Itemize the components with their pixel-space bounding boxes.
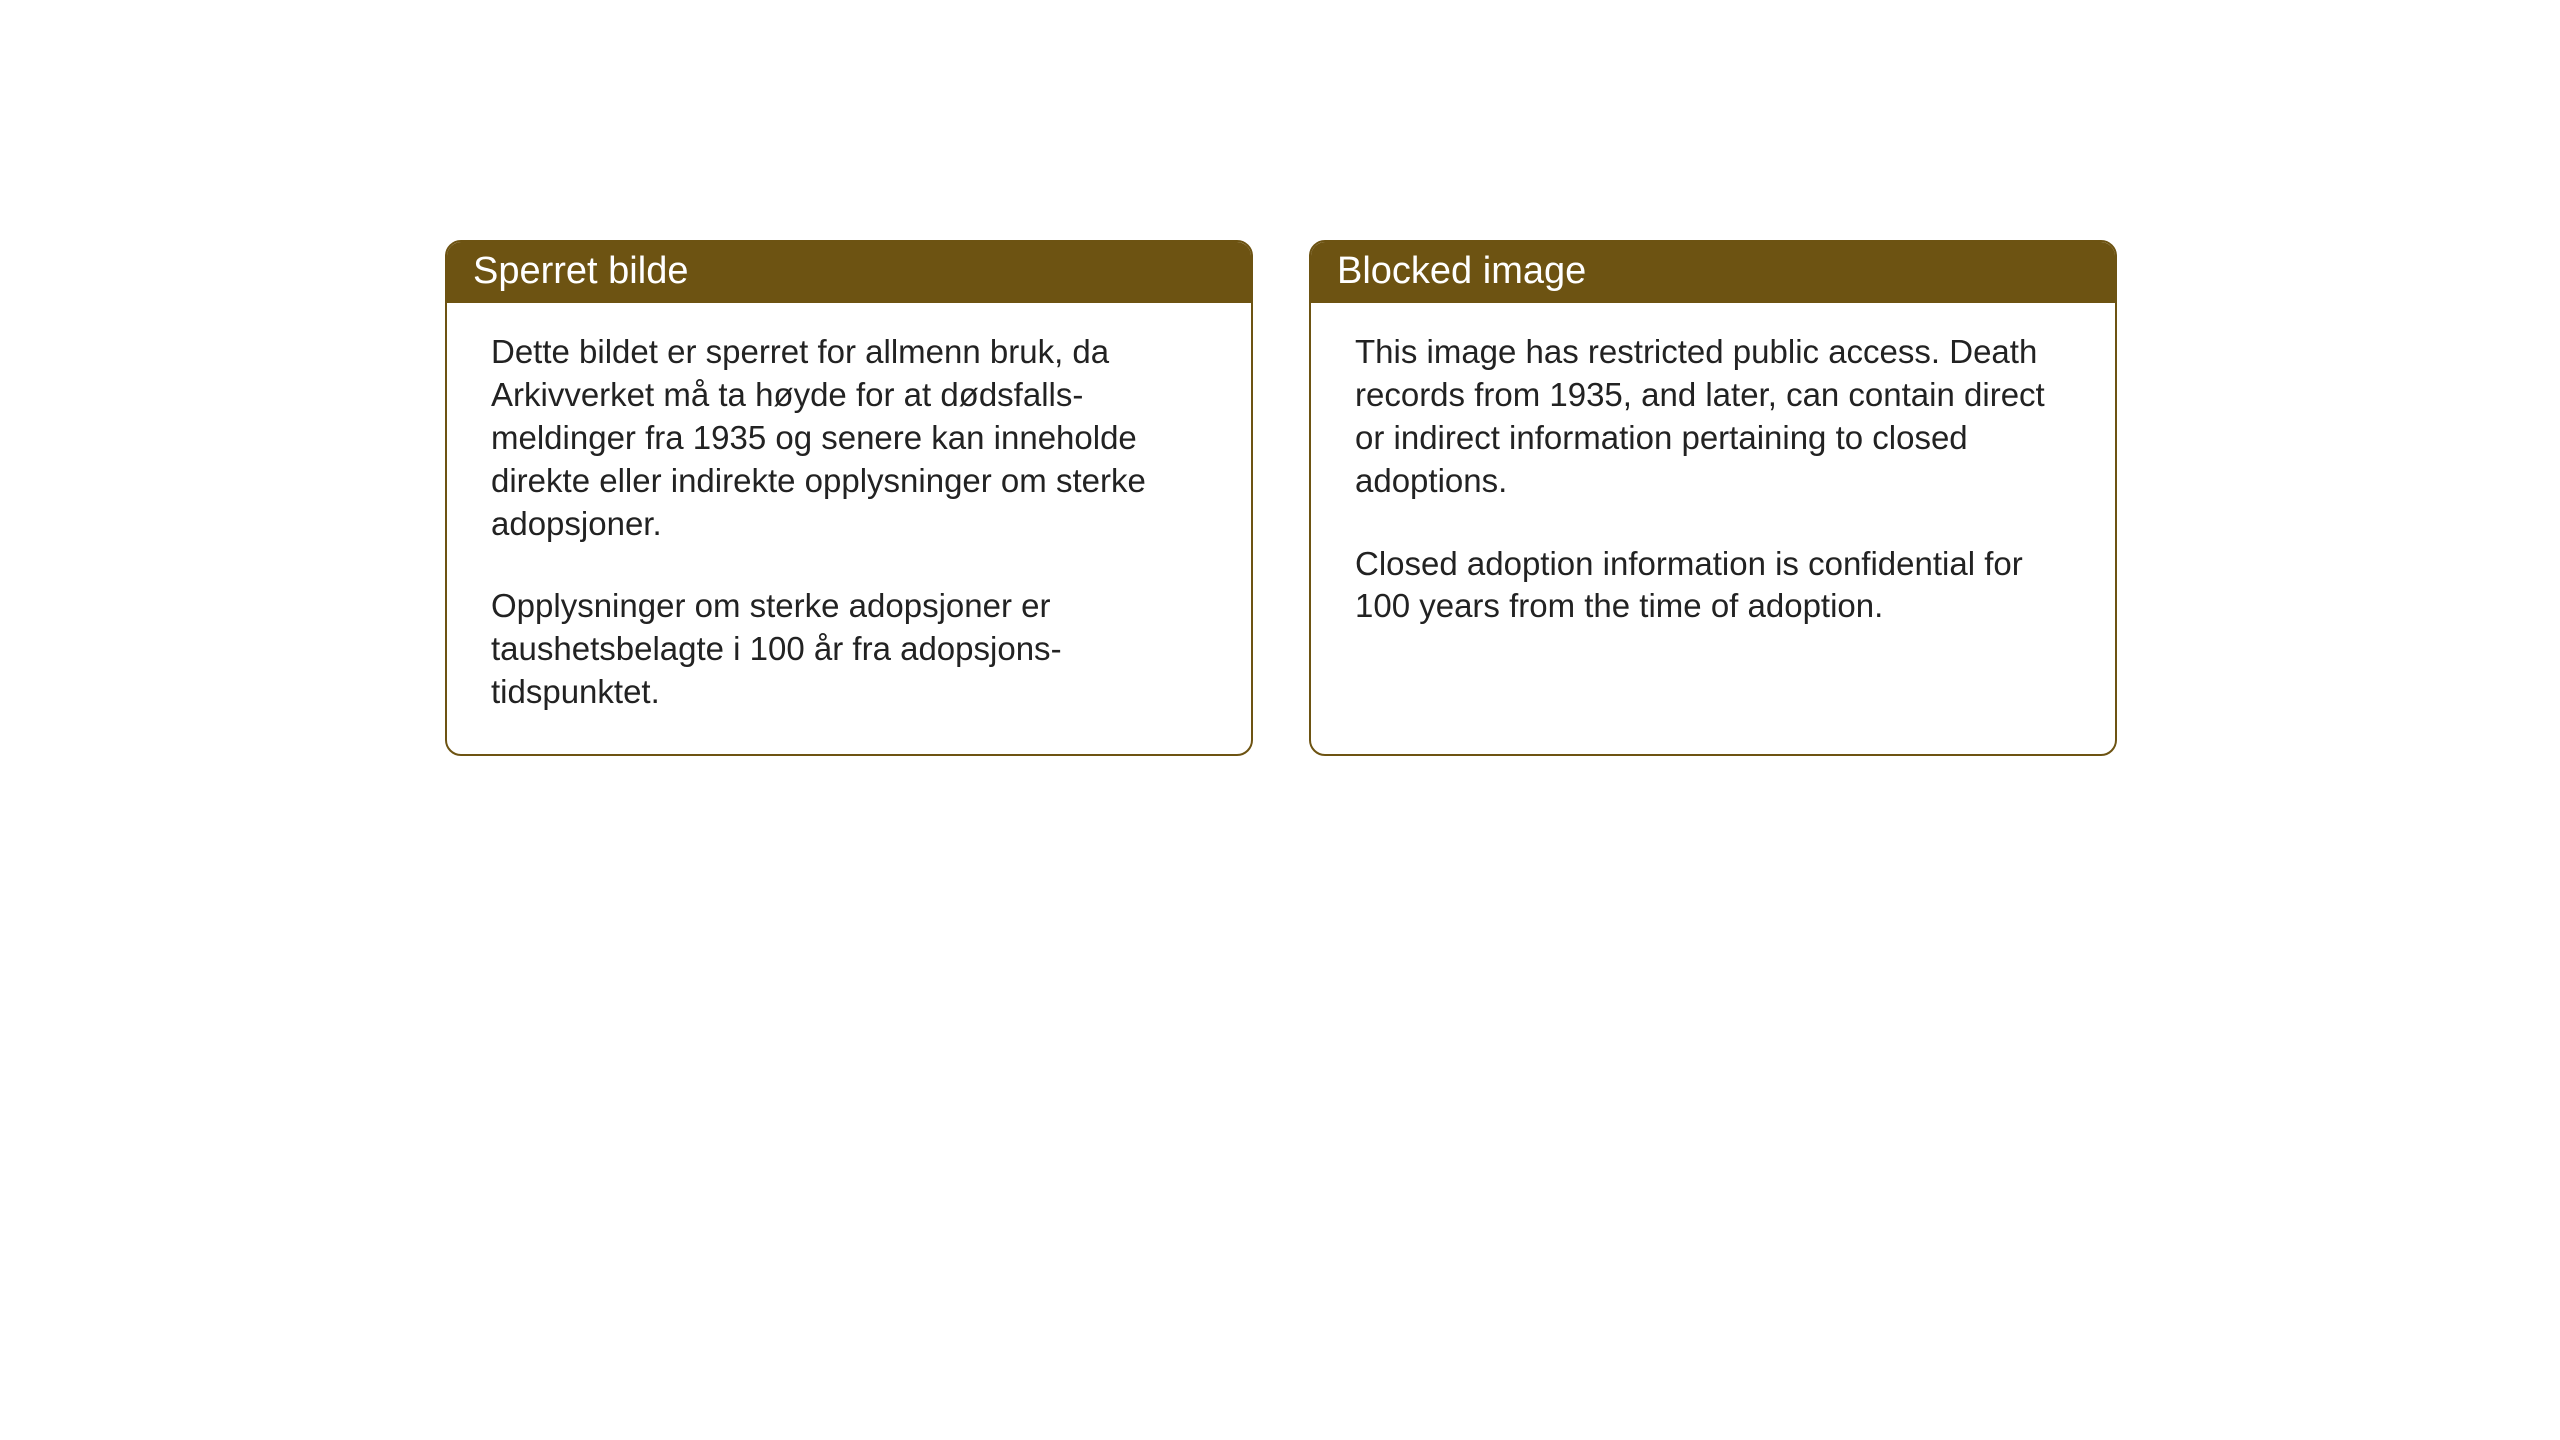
- notice-header-norwegian: Sperret bilde: [447, 242, 1251, 303]
- notice-body-norwegian: Dette bildet er sperret for allmenn bruk…: [447, 303, 1251, 754]
- notice-header-english: Blocked image: [1311, 242, 2115, 303]
- notice-paragraph: Opplysninger om sterke adopsjoner er tau…: [491, 585, 1207, 714]
- notice-paragraph: Closed adoption information is confident…: [1355, 543, 2071, 629]
- notice-body-english: This image has restricted public access.…: [1311, 303, 2115, 668]
- notice-paragraph: This image has restricted public access.…: [1355, 331, 2071, 503]
- notice-container: Sperret bilde Dette bildet er sperret fo…: [445, 240, 2117, 756]
- notice-card-english: Blocked image This image has restricted …: [1309, 240, 2117, 756]
- notice-paragraph: Dette bildet er sperret for allmenn bruk…: [491, 331, 1207, 545]
- notice-card-norwegian: Sperret bilde Dette bildet er sperret fo…: [445, 240, 1253, 756]
- notice-title-norwegian: Sperret bilde: [473, 250, 688, 292]
- notice-title-english: Blocked image: [1337, 250, 1586, 292]
